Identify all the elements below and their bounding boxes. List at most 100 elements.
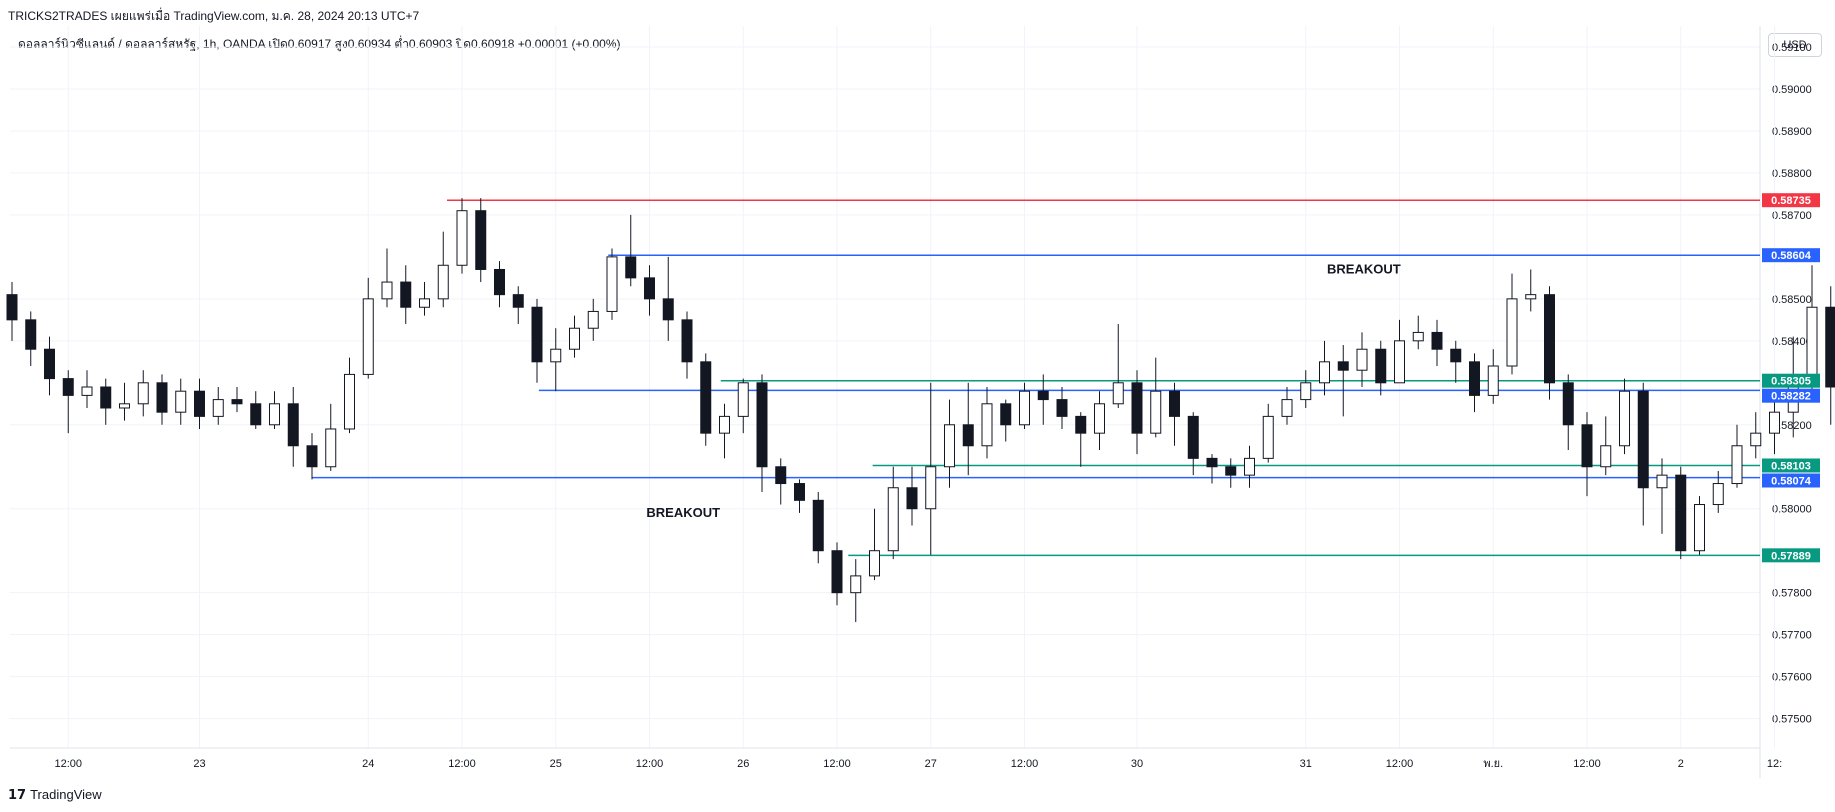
candle-body [1281, 399, 1293, 417]
candle-body [1525, 294, 1537, 300]
candle-body [119, 403, 130, 409]
candle [137, 370, 149, 417]
y-tick-label: 0.57700 [1772, 630, 1812, 642]
footer-brand[interactable]: 17 TradingView [8, 787, 102, 803]
candle [287, 387, 299, 467]
y-tick-label: 0.58000 [1772, 504, 1812, 516]
candle [1319, 340, 1330, 396]
candle-body [194, 390, 205, 417]
candle-body [737, 382, 749, 417]
candle [1356, 332, 1368, 387]
candle-body [100, 386, 112, 409]
candle [869, 508, 880, 581]
candle-body [1000, 403, 1012, 426]
candle [662, 256, 674, 341]
candle-body [1506, 298, 1518, 367]
candle [737, 378, 749, 434]
candle [794, 479, 805, 513]
candle [1075, 412, 1087, 467]
candle [100, 378, 112, 425]
candle [775, 458, 787, 505]
candle [1394, 319, 1405, 384]
y-tick-label: 0.58200 [1772, 420, 1812, 432]
candle [1675, 466, 1687, 560]
candle-body [1094, 403, 1105, 434]
candle-body [1731, 445, 1743, 485]
candle-body [925, 466, 937, 510]
candle-body [1075, 415, 1087, 434]
candle-body [1244, 457, 1255, 476]
candle [1562, 374, 1574, 450]
top-bar: TRICKS2TRADES เผยแพร่เมื่อ TradingView.c… [0, 0, 1835, 28]
candle [981, 387, 993, 459]
candle [1544, 286, 1555, 400]
candle [1037, 374, 1049, 425]
candle-body [81, 386, 93, 396]
candle-body [1169, 390, 1180, 417]
candle [1300, 370, 1312, 408]
candle-body [1394, 340, 1405, 384]
candle [1750, 412, 1762, 459]
candle-body [962, 424, 974, 447]
candle [644, 265, 655, 316]
x-tick-label: 12:00 [1386, 758, 1414, 770]
candle-body [250, 403, 262, 426]
candle [700, 353, 712, 446]
candle [1600, 416, 1612, 476]
price-label-box [1762, 458, 1820, 473]
breakout-annotation: BREAKOUT [646, 505, 720, 520]
candle [587, 298, 599, 341]
candle-body [1431, 331, 1443, 350]
currency-button[interactable]: USD [1768, 33, 1822, 57]
candle-body [625, 256, 637, 279]
candle [62, 370, 74, 434]
candle [25, 311, 37, 367]
candle [1000, 399, 1012, 442]
candle-body [794, 483, 805, 501]
candle-body [662, 298, 674, 321]
candle [756, 374, 768, 492]
candle-body [1131, 382, 1143, 434]
candle-body [887, 487, 899, 552]
candle [1412, 315, 1424, 350]
price-label-0.58604: 0.58604 [1771, 250, 1812, 262]
x-tick-label: 31 [1300, 758, 1312, 770]
candle [1112, 324, 1124, 408]
symbol-legend: ดอลลาร์นิวซีแลนด์ / ดอลลาร์สหรัฐ, 1h, OA… [18, 37, 621, 51]
price-label-0.57889: 0.57889 [1771, 550, 1811, 562]
x-tick-label: พ.ย. [1483, 758, 1503, 770]
candle-body [831, 550, 843, 594]
x-tick-label: 12:00 [1573, 758, 1601, 770]
y-tick-label: 0.59000 [1772, 84, 1812, 96]
candle-body [850, 575, 862, 594]
x-tick-label: 23 [193, 758, 205, 770]
candle [681, 311, 693, 379]
candle-body [1619, 390, 1630, 447]
candle [325, 403, 337, 471]
price-label-box [1762, 388, 1820, 403]
price-label-box [1762, 373, 1820, 388]
candle [81, 370, 93, 408]
candle-body [756, 382, 768, 468]
candle-body [906, 487, 918, 510]
candle [119, 382, 130, 421]
candle [212, 387, 224, 425]
candle [1637, 382, 1649, 526]
candle-body [681, 319, 693, 363]
candle [625, 214, 637, 287]
candle-body [44, 348, 55, 380]
candle [1131, 370, 1143, 455]
candle [962, 382, 974, 476]
candle-body [62, 378, 74, 396]
candle-body [419, 298, 430, 308]
candle [400, 265, 412, 325]
candle-body [400, 281, 412, 308]
candle-body [1487, 365, 1499, 396]
y-tick-label: 0.58900 [1772, 126, 1812, 138]
candle-body [269, 403, 280, 426]
candle [1469, 353, 1480, 413]
x-tick-label: 12:00 [54, 758, 82, 770]
candle-body [1712, 483, 1724, 506]
x-tick-label: 25 [550, 758, 562, 770]
